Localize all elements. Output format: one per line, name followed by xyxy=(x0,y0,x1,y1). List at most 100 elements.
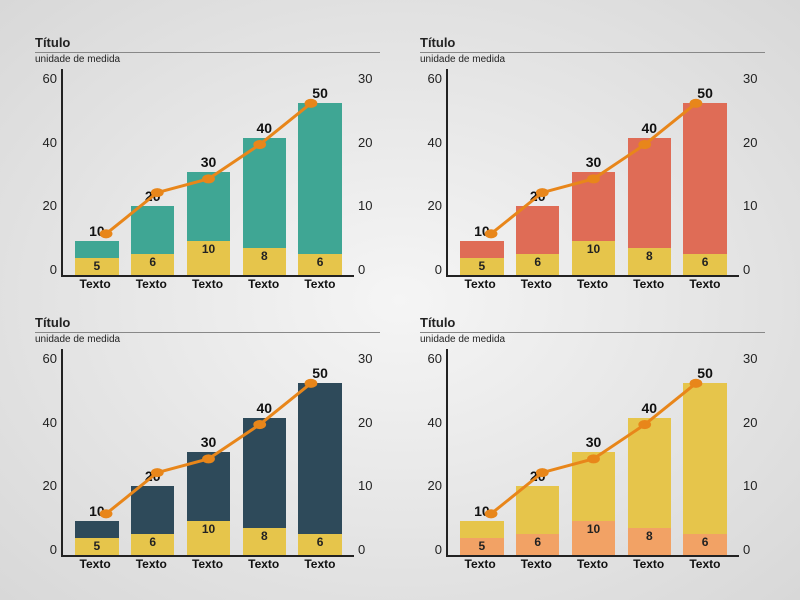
y-right-tick: 20 xyxy=(358,415,372,430)
bar-lower-label: 6 xyxy=(149,535,156,549)
bar-lower-label: 10 xyxy=(202,242,215,256)
title-divider xyxy=(420,52,765,53)
bar-upper-segment xyxy=(243,138,287,248)
bar-value-label: 10 xyxy=(89,223,105,239)
y-right-tick: 0 xyxy=(358,262,365,277)
bar-slot: 3010 xyxy=(566,349,622,555)
bar-lower-segment: 6 xyxy=(298,254,342,275)
bar-upper-segment xyxy=(683,383,727,534)
bar-lower-label: 10 xyxy=(587,522,600,536)
chart-subtitle: unidade de medida xyxy=(420,54,765,65)
y-axis-left: 6040200 xyxy=(35,349,61,575)
bars-container: 1052063010408506 xyxy=(448,69,739,275)
bar-lower-label: 8 xyxy=(646,529,653,543)
bar-upper-segment xyxy=(187,452,231,521)
bar-lower-segment: 8 xyxy=(628,248,672,275)
x-label: Texto xyxy=(452,277,508,295)
y-left-tick: 20 xyxy=(428,478,442,493)
bar: 6 xyxy=(298,103,342,275)
bar: 6 xyxy=(683,383,727,555)
bar-slot: 40 8 xyxy=(621,349,677,555)
bar-slot: 206 xyxy=(510,69,566,275)
title-divider xyxy=(35,52,380,53)
chart-title: Título xyxy=(420,315,765,330)
bar-slot: 3010 xyxy=(181,349,237,555)
bar-lower-label: 5 xyxy=(479,259,486,273)
y-axis-left: 6040200 xyxy=(35,69,61,295)
plot-area: 1052063010408506 xyxy=(61,349,354,557)
x-label: Texto xyxy=(564,557,620,575)
bar-lower-segment: 10 xyxy=(572,241,616,275)
chart-subtitle: unidade de medida xyxy=(35,54,380,65)
x-label: Texto xyxy=(564,277,620,295)
y-right-tick: 20 xyxy=(358,135,372,150)
bar: 6 xyxy=(131,486,175,555)
x-label: Texto xyxy=(179,557,235,575)
y-left-tick: 0 xyxy=(50,542,57,557)
bar-value-label: 40 xyxy=(642,400,658,416)
bar-lower-segment: 6 xyxy=(131,254,175,275)
bar-lower-segment: 10 xyxy=(187,241,231,275)
y-axis-left: 6040200 xyxy=(420,349,446,575)
y-axis-right: 3020100 xyxy=(354,69,380,295)
bar-upper-segment xyxy=(298,103,342,254)
chart-panel-0: Títulounidade de medida60402001052063010… xyxy=(35,35,380,295)
bar-value-label: 30 xyxy=(586,154,602,170)
x-label: Texto xyxy=(292,557,348,575)
x-label: Texto xyxy=(123,557,179,575)
x-label: Texto xyxy=(621,277,677,295)
y-axis-right: 3020100 xyxy=(739,69,765,295)
bar-value-label: 10 xyxy=(474,503,490,519)
x-label: Texto xyxy=(508,277,564,295)
y-right-tick: 0 xyxy=(358,542,365,557)
bar: 10 xyxy=(187,452,231,555)
bar-upper-segment xyxy=(516,486,560,534)
y-right-tick: 30 xyxy=(743,351,757,366)
bar: 10 xyxy=(187,172,231,275)
y-left-tick: 20 xyxy=(43,198,57,213)
title-divider xyxy=(35,332,380,333)
bar-upper-segment xyxy=(131,486,175,534)
bar-lower-label: 5 xyxy=(94,259,101,273)
bar-lower-segment: 8 xyxy=(628,528,672,555)
bars-container: 1052063010408506 xyxy=(448,349,739,555)
bar-lower-label: 8 xyxy=(261,529,268,543)
bar-upper-segment xyxy=(460,521,504,538)
y-axis-left: 6040200 xyxy=(420,69,446,295)
bar-lower-label: 6 xyxy=(317,535,324,549)
bar: 6 xyxy=(298,383,342,555)
bar-lower-label: 8 xyxy=(261,249,268,263)
bar-upper-segment xyxy=(187,172,231,241)
bar-slot: 408 xyxy=(621,69,677,275)
bar: 8 xyxy=(243,418,287,555)
bar-slot: 105 xyxy=(454,69,510,275)
x-label: Texto xyxy=(179,277,235,295)
chart-panel-2: Títulounidade de medida60402001052063010… xyxy=(35,315,380,575)
x-label: Texto xyxy=(123,277,179,295)
bar-upper-segment xyxy=(75,241,119,258)
bar-lower-label: 6 xyxy=(149,255,156,269)
chart-title: Título xyxy=(35,315,380,330)
bar: 10 xyxy=(572,452,616,555)
y-right-tick: 20 xyxy=(743,415,757,430)
y-left-tick: 60 xyxy=(43,71,57,86)
x-label: Texto xyxy=(677,557,733,575)
y-left-tick: 0 xyxy=(435,262,442,277)
bar: 8 xyxy=(243,138,287,275)
bar-value-label: 20 xyxy=(530,188,546,204)
bar-lower-label: 8 xyxy=(646,249,653,263)
chart-subtitle: unidade de medida xyxy=(420,334,765,345)
bar: 6 xyxy=(683,103,727,275)
bar-upper-segment xyxy=(298,383,342,534)
plot-area: 1052063010408506 xyxy=(61,69,354,277)
bar-slot: 206 xyxy=(125,69,181,275)
y-axis-right: 3020100 xyxy=(739,349,765,575)
bar-lower-segment: 5 xyxy=(75,258,119,275)
bar-lower-label: 6 xyxy=(317,255,324,269)
x-axis-labels: TextoTextoTextoTextoTexto xyxy=(61,277,354,295)
chart-area: 604020010520630104085063020100TextoTexto… xyxy=(35,349,380,575)
bar-lower-segment: 6 xyxy=(683,254,727,275)
y-right-tick: 30 xyxy=(358,71,372,86)
plot-area: 1052063010408506 xyxy=(446,349,739,557)
y-left-tick: 40 xyxy=(43,135,57,150)
